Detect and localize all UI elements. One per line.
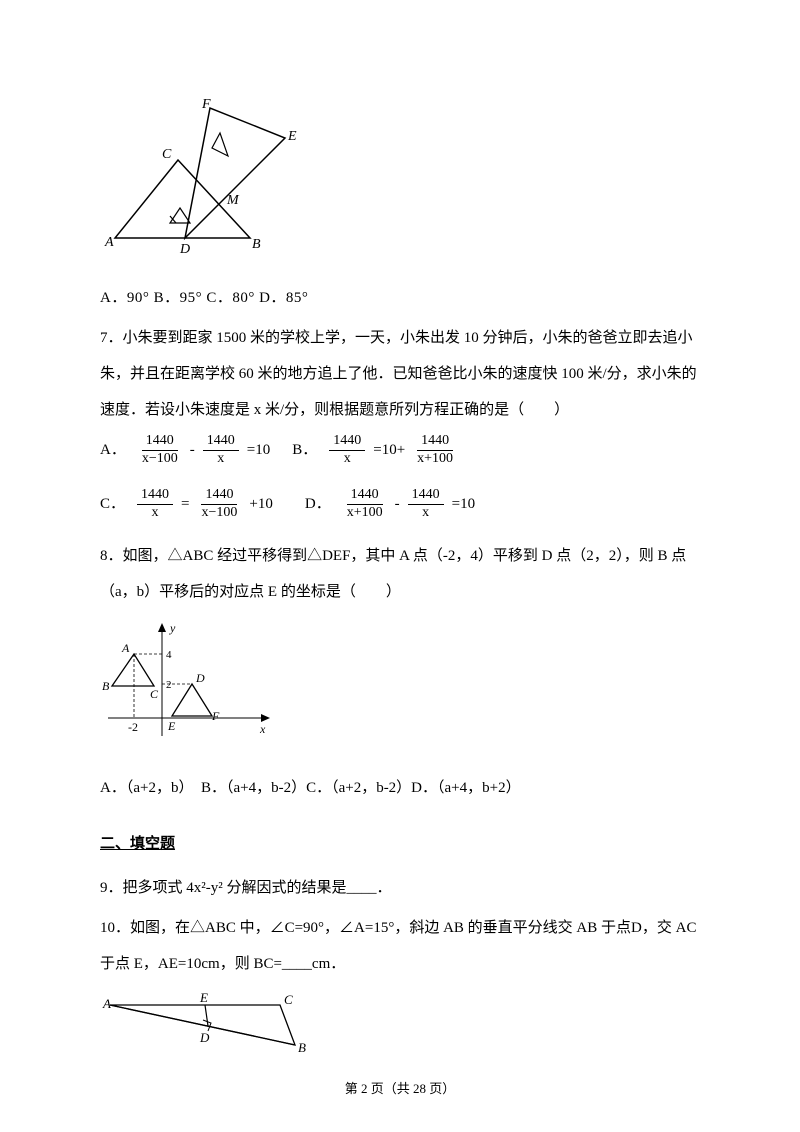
q7-opt-d-prefix: D．: [305, 486, 331, 522]
figure-q6: A B C D E F M: [100, 98, 700, 272]
page-footer: 第 2 页（共 28 页）: [0, 1078, 800, 1097]
svg-text:-2: -2: [128, 720, 138, 734]
figure-q8: x y A B C D E F -2 2 4: [100, 618, 700, 762]
q7-text: 7．小朱要到距家 1500 米的学校上学，一天，小朱出发 10 分钟后，小朱的爸…: [100, 320, 700, 428]
svg-text:C: C: [162, 147, 172, 162]
q10-text: 10．如图，在△ABC 中，∠C=90°，∠A=15°，斜边 AB 的垂直平分线…: [100, 910, 700, 982]
svg-text:M: M: [226, 193, 240, 208]
frac: 1440x: [203, 433, 239, 468]
minus: -: [395, 486, 400, 522]
svg-text:y: y: [169, 621, 176, 635]
q7-opt-b-prefix: B．: [292, 432, 317, 468]
svg-text:E: E: [287, 129, 297, 144]
section-2-title: 二、填空题: [100, 826, 700, 862]
q7-options-cd: C． 1440x = 1440x−100 +10 D． 1440x+100 - …: [100, 486, 700, 522]
eq-text: =10: [247, 432, 270, 468]
svg-text:F: F: [201, 98, 211, 112]
svg-text:F: F: [211, 709, 220, 723]
q9-text: 9．把多项式 4x²-y² 分解因式的结果是____．: [100, 870, 700, 906]
svg-text:B: B: [102, 679, 110, 693]
frac: 1440x+100: [413, 433, 457, 468]
svg-text:C: C: [284, 992, 293, 1007]
q7-opt-a-prefix: A．: [100, 432, 126, 468]
minus: -: [190, 432, 195, 468]
svg-text:D: D: [179, 242, 190, 257]
svg-text:E: E: [199, 990, 208, 1005]
svg-text:A: A: [104, 235, 114, 250]
svg-text:D: D: [199, 1030, 210, 1045]
eq-text: +10: [249, 486, 272, 522]
frac: 1440x+100: [343, 487, 387, 522]
eq-text: =: [181, 486, 189, 522]
q8-text: 8．如图，△ABC 经过平移得到△DEF，其中 A 点（-2，4）平移到 D 点…: [100, 538, 700, 610]
frac: 1440x: [137, 487, 173, 522]
svg-text:B: B: [252, 237, 261, 252]
page-content: A B C D E F M A．90° B．95° C．80° D．85° 7．…: [100, 98, 700, 1074]
svg-text:2: 2: [166, 679, 172, 691]
svg-text:C: C: [150, 687, 159, 701]
frac: 1440x: [329, 433, 365, 468]
figure-q10: A B C D E: [100, 990, 700, 1074]
svg-text:E: E: [167, 719, 176, 733]
frac: 1440x−100: [138, 433, 182, 468]
q8-options: A．（a+2，b） B．（a+4，b-2）C．（a+2，b-2）D．（a+4，b…: [100, 770, 700, 806]
svg-text:B: B: [298, 1040, 306, 1055]
frac: 1440x−100: [197, 487, 241, 522]
svg-text:4: 4: [166, 649, 172, 661]
svg-text:A: A: [102, 996, 111, 1011]
svg-text:D: D: [195, 671, 205, 685]
q6-options: A．90° B．95° C．80° D．85°: [100, 280, 700, 316]
svg-text:x: x: [259, 722, 266, 736]
q7-opt-c-prefix: C．: [100, 486, 125, 522]
frac: 1440x: [408, 487, 444, 522]
eq-text: =10+: [373, 432, 405, 468]
eq-text: =10: [452, 486, 475, 522]
q7-options-ab: A． 1440x−100 - 1440x =10 B． 1440x =10+ 1…: [100, 432, 700, 468]
svg-text:A: A: [121, 641, 130, 655]
